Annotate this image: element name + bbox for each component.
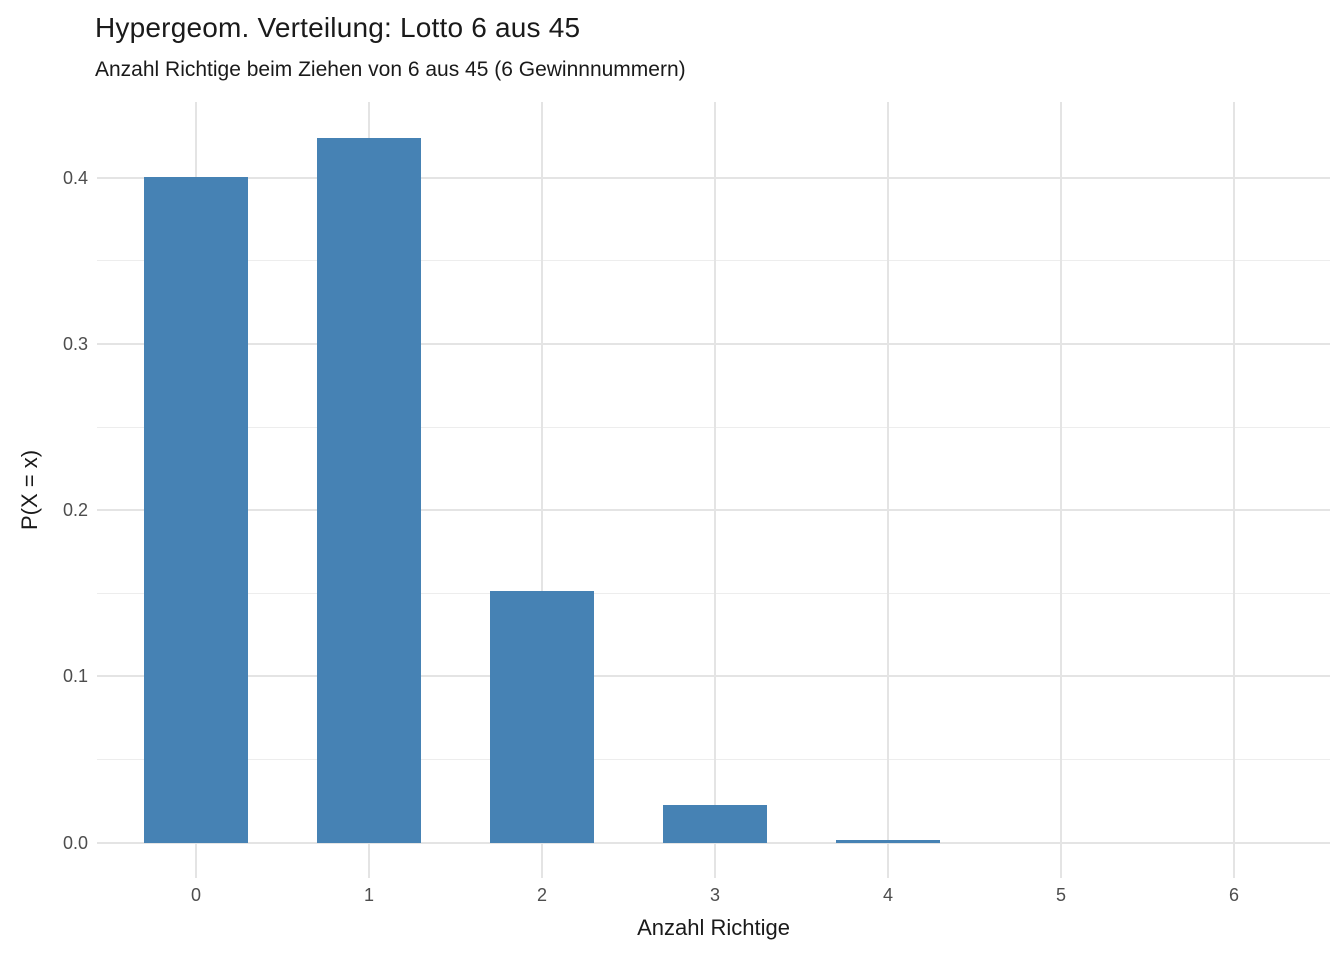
x-tick-label: 2 (536, 885, 547, 905)
chart-subtitle: Anzahl Richtige beim Ziehen von 6 aus 45… (95, 58, 686, 81)
x-tick-label: 5 (1055, 885, 1066, 905)
bar (144, 176, 248, 843)
bar (317, 137, 421, 843)
x-major-gridline (714, 102, 716, 878)
bar (490, 590, 594, 843)
x-major-gridline (1060, 102, 1062, 878)
y-major-gridline (97, 509, 1330, 512)
x-major-gridline (1233, 102, 1235, 878)
y-tick-label: 0.4 (62, 167, 88, 188)
bar (663, 805, 767, 843)
y-major-gridline (97, 675, 1330, 678)
y-tick-label: 0.3 (62, 333, 88, 354)
x-tick-label: 0 (190, 885, 201, 905)
y-minor-gridline (97, 260, 1330, 262)
y-major-gridline (97, 841, 1330, 844)
bar (836, 840, 940, 843)
y-major-gridline (97, 176, 1330, 179)
y-minor-gridline (97, 592, 1330, 594)
x-tick-label: 1 (363, 885, 374, 905)
x-axis-title: Anzahl Richtige (637, 915, 790, 940)
x-tick-label: 4 (882, 885, 893, 905)
y-minor-gridline (97, 426, 1330, 428)
y-minor-gridline (97, 759, 1330, 761)
x-tick-label: 3 (709, 885, 720, 905)
x-tick-label: 6 (1228, 885, 1239, 905)
y-tick-label: 0.0 (62, 832, 88, 853)
y-tick-label: 0.2 (62, 500, 88, 521)
plot-panel (97, 102, 1330, 878)
x-major-gridline (887, 102, 889, 878)
y-major-gridline (97, 342, 1330, 345)
y-tick-label: 0.1 (62, 666, 88, 687)
chart-title: Hypergeom. Verteilung: Lotto 6 aus 45 (95, 12, 581, 43)
x-major-gridline (541, 102, 543, 878)
